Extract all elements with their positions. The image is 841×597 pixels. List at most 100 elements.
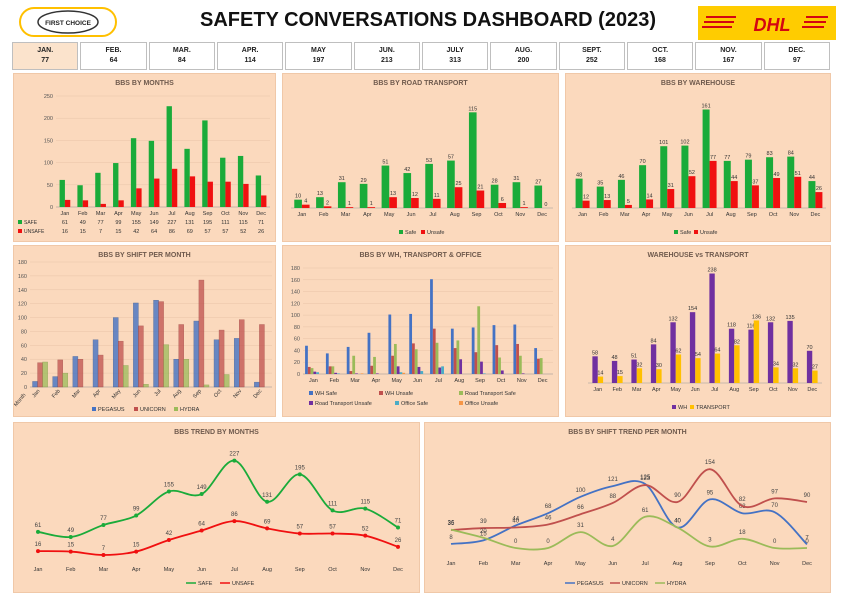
bar	[255, 175, 262, 207]
data-point	[232, 519, 237, 524]
data-label: 58	[592, 350, 598, 356]
legend-entry: SAFE	[198, 581, 213, 587]
data-label: 154	[705, 460, 716, 466]
bar	[130, 138, 137, 207]
x-tick-label: Nov	[515, 212, 525, 218]
bar	[178, 324, 184, 388]
bar	[233, 338, 240, 388]
data-label: 48	[576, 173, 582, 179]
legend-entry: WH	[678, 405, 687, 411]
bar	[420, 371, 424, 374]
x-tick-label: Mar	[350, 378, 360, 384]
y-tick-label: 180	[291, 266, 300, 272]
data-label: 1	[370, 201, 373, 207]
data-label: 48	[612, 355, 618, 361]
x-tick-label: Sep	[295, 567, 305, 573]
bar	[734, 345, 740, 383]
bar	[617, 179, 625, 208]
bar	[391, 355, 394, 374]
month-card-label: MAY	[311, 47, 326, 54]
x-tick-label: Aug	[729, 387, 739, 393]
y-tick-label: 180	[18, 260, 27, 266]
data-label: 0	[544, 202, 547, 208]
bar	[646, 199, 654, 208]
bar	[301, 204, 310, 208]
monthly-totals-strip: JAN. 77 FEB. 64 MAR. 84 APR. 114 MAY 197 JUN. 213 JU…	[12, 42, 830, 70]
y-tick-label: 80	[21, 329, 27, 335]
x-tick-label: Nov	[788, 387, 798, 393]
bar	[753, 320, 760, 383]
series-line	[450, 468, 808, 531]
bar	[702, 109, 710, 208]
y-tick-label: 50	[47, 183, 53, 189]
data-label: 13	[604, 194, 610, 200]
data-label: 31	[339, 176, 345, 182]
x-tick-label: Nov	[770, 561, 780, 567]
data-label: 90	[674, 493, 681, 499]
x-tick-label: Apr	[92, 388, 102, 399]
month-card: MAY 197	[285, 42, 352, 70]
data-label: 227	[229, 452, 240, 458]
x-tick-label: Apr	[372, 378, 381, 384]
data-label: 29	[361, 178, 367, 184]
bar	[381, 165, 390, 208]
bar	[751, 185, 759, 208]
data-label: 7	[102, 546, 106, 552]
bar	[389, 197, 397, 208]
bar	[370, 365, 374, 374]
bar	[624, 204, 632, 208]
bar	[500, 370, 504, 374]
data-label: 97	[771, 489, 778, 495]
data-label: 31	[513, 176, 519, 182]
month-card-label: OCT.	[652, 47, 669, 54]
x-tick-label: Dec	[807, 387, 817, 393]
dhl-logo-text: DHL	[754, 15, 791, 35]
y-tick-label: 150	[44, 138, 53, 144]
legend-swatch	[399, 230, 403, 234]
month-card-value: 168	[654, 57, 666, 64]
x-tick-label: Jun	[197, 567, 206, 573]
bar	[373, 356, 376, 374]
bar	[92, 339, 99, 388]
data-label: 84	[788, 151, 794, 157]
panel-bbs-trend-by-months: BBS TREND BY MONTHS Jan Feb Mar Apr May Jun Ju…	[13, 422, 420, 593]
x-tick-label: Jul	[429, 212, 436, 218]
data-label: 84	[651, 338, 657, 344]
bar	[476, 190, 485, 208]
data-label: 195	[295, 465, 306, 471]
bar	[239, 319, 245, 388]
panel-warehouse-vs-transport: WAREHOUSE vs TRANSPORT 58 48 51 84 132 154 238…	[565, 245, 831, 417]
bar	[689, 312, 696, 383]
bar	[143, 384, 149, 388]
bar	[477, 306, 481, 374]
bar	[435, 342, 439, 374]
x-tick-label: Feb	[51, 388, 62, 399]
data-label: 20	[480, 529, 487, 535]
panel-bbs-by-wh-transport-office: BBS BY WH, TRANSPORT & OFFICE 0 20 40 60 80 1…	[282, 245, 559, 417]
data-point	[396, 544, 400, 549]
y-tick-label: 20	[294, 360, 300, 366]
bar	[441, 366, 444, 374]
data-label: 135	[785, 315, 794, 321]
data-label: 70	[640, 159, 646, 165]
data-point	[363, 533, 368, 538]
x-tick-label: Jun	[413, 378, 422, 384]
data-label: 100	[575, 488, 586, 494]
y-tick-label: 0	[297, 372, 300, 378]
bar	[52, 376, 58, 388]
bar	[355, 373, 358, 374]
bar	[513, 324, 517, 374]
data-label: 1	[348, 201, 351, 207]
data-point	[330, 531, 335, 536]
x-tick-label: Mar	[99, 567, 109, 573]
data-label: 25	[456, 181, 462, 187]
chart-title: BBS BY SHIFT PER MONTH	[98, 252, 191, 259]
bar	[794, 176, 802, 208]
bar	[603, 200, 611, 208]
data-label: 2	[326, 200, 329, 206]
x-tick-label: Dec	[393, 567, 403, 573]
y-tick-label: 0	[24, 385, 27, 391]
bar	[454, 187, 463, 208]
bar	[471, 327, 475, 374]
data-label: 57	[329, 525, 336, 531]
